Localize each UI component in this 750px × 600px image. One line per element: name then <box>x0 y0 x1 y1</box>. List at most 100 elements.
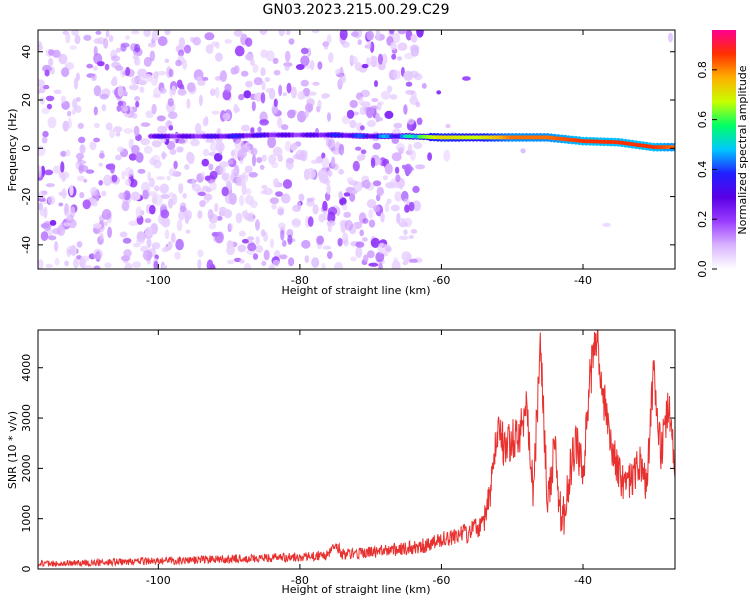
spectrogram-noise-blob <box>403 104 408 115</box>
spectrogram-noise-blob <box>256 157 263 164</box>
snr-ytick-label: 2000 <box>20 454 33 482</box>
spectrogram-noise-blob <box>93 223 103 229</box>
spectrogram-noise-blob <box>311 159 319 164</box>
spectrogram-noise-blob <box>64 260 69 267</box>
spectrogram-noise-blob <box>93 106 98 116</box>
spectrogram-noise-blob <box>395 174 401 183</box>
spectrogram-noise-blob <box>342 232 349 245</box>
spectrogram-noise-blob <box>196 76 203 82</box>
spectrogram-noise-blob <box>396 143 405 153</box>
spectrogram-noise-blob <box>131 76 138 85</box>
spectrogram-noise-blob <box>93 265 101 269</box>
spectrogram-noise-blob <box>286 82 292 94</box>
spectrogram-noise-blob <box>260 49 268 58</box>
colorbar-tick-label: 0.6 <box>696 111 709 129</box>
spectrogram-xtick-label: -100 <box>146 274 171 287</box>
spectrogram-noise-blob <box>70 206 76 218</box>
spectrogram-noise-blob <box>103 221 108 227</box>
spectrogram-noise-blob <box>372 180 382 187</box>
spectrogram-noise-blob <box>427 152 432 161</box>
spectrogram-noise-blob <box>392 69 401 80</box>
spectrogram-noise-blob <box>306 197 314 203</box>
spectrogram-noise-blob <box>271 203 277 210</box>
spectrogram-noise-blob <box>178 210 185 221</box>
spectrogram-noise-blob <box>143 145 153 154</box>
spectrogram-noise-blob <box>92 248 103 260</box>
spectrogram-noise-blob <box>366 250 375 259</box>
spectrogram-noise-blob <box>328 52 334 63</box>
spectrogram-noise-blob <box>117 101 124 106</box>
spectrogram-noise-blob <box>321 93 329 100</box>
spectrogram-noise-blob <box>146 237 152 248</box>
spectrogram-noise-blob <box>145 110 154 119</box>
spectrogram-noise-blob <box>268 264 275 269</box>
spectrogram-noise-blob <box>301 239 311 249</box>
spectrogram-noise-blob <box>352 190 358 195</box>
spectrogram-noise-blob <box>40 231 49 242</box>
snr-xtick-label: -40 <box>574 574 592 587</box>
spectrogram-noise-blob <box>235 212 243 224</box>
spectrogram-noise-blob <box>131 30 140 35</box>
spectrogram-noise-blob <box>47 116 57 129</box>
spectrogram-noise-blob <box>240 70 249 77</box>
spectrogram-noise-blob <box>271 106 279 115</box>
spectrogram-noise-blob <box>151 30 160 41</box>
spectrogram-noise-blob <box>355 241 365 248</box>
spectrogram-noise-blob <box>311 30 320 34</box>
spectrogram-noise-blob <box>224 83 232 93</box>
spectrogram-noise-blob <box>393 122 403 129</box>
spectrogram-noise-blob <box>98 162 104 167</box>
spectrogram-noise-blob <box>413 141 423 150</box>
spectrogram-xtick-label: -40 <box>574 274 592 287</box>
colorbar-gradient <box>712 30 736 269</box>
spectrogram-noise-blob <box>358 97 364 106</box>
spectrogram-noise-blob <box>149 204 156 215</box>
snr-ytick-label: 1000 <box>20 505 33 533</box>
spectrogram-noise-blob <box>45 95 55 102</box>
spectrogram-noise-blob <box>300 55 310 67</box>
spectrogram-noise-blob <box>241 171 249 184</box>
spectrogram-noise-blob <box>286 157 295 164</box>
spectrogram-noise-blob <box>208 222 217 230</box>
snr-series-line <box>38 330 675 568</box>
spectrogram-noise-blob <box>58 53 68 65</box>
spectrogram-noise-blob <box>282 179 293 189</box>
spectrogram-noise-blob <box>209 181 217 191</box>
spectrogram-noise-blob <box>138 79 147 86</box>
spectrogram-noise-blob <box>245 80 253 88</box>
spectrogram-noise-blob <box>309 59 315 71</box>
spectrogram-noise-blob <box>122 106 129 112</box>
spectrogram-noise-blob <box>49 220 57 226</box>
snr-xtick-label: -100 <box>146 574 171 587</box>
spectrogram-noise-blob <box>366 199 377 209</box>
spectrogram-noise-blob <box>169 148 177 155</box>
spectrogram-noise-blob <box>273 178 279 188</box>
spectrogram-noise-blob <box>190 138 200 147</box>
spectrogram-noise-blob <box>178 183 184 194</box>
spectrogram-noise-blob <box>204 175 211 181</box>
spectrogram-noise-blob <box>120 90 128 96</box>
snr-ylabel: SNR (10 * v/v) <box>6 411 19 489</box>
spectrogram-noise-blob <box>397 30 407 35</box>
spectrogram-noise-blob <box>360 149 367 154</box>
spectrogram-noise-blob <box>65 149 71 157</box>
spectrogram-noise-blob <box>260 92 266 104</box>
spectrogram-noise-blob <box>247 212 256 223</box>
spectrogram-frame <box>37 29 676 270</box>
spectrogram-noise-blob <box>241 238 249 244</box>
spectrogram-noise-blob <box>113 126 123 133</box>
spectrogram-noise-blob <box>265 50 275 62</box>
spectrogram-noise-blob <box>264 76 271 83</box>
spectrogram-noise-blob <box>247 242 257 252</box>
spectrogram-noise-blob <box>77 122 84 129</box>
spectrogram-noise-blob <box>410 34 418 43</box>
spectrogram-noise-blob <box>170 232 176 243</box>
spectrogram-noise-blob <box>197 210 203 219</box>
spectrogram-noise-blob <box>368 219 376 228</box>
spectrogram-noise-blob <box>255 245 264 253</box>
spectrogram-noise-blob <box>105 122 113 131</box>
spectrogram-noise-blob <box>288 257 295 267</box>
spectrogram-ytick-label: 20 <box>20 93 33 107</box>
spectrogram-noise-blob <box>250 127 255 134</box>
